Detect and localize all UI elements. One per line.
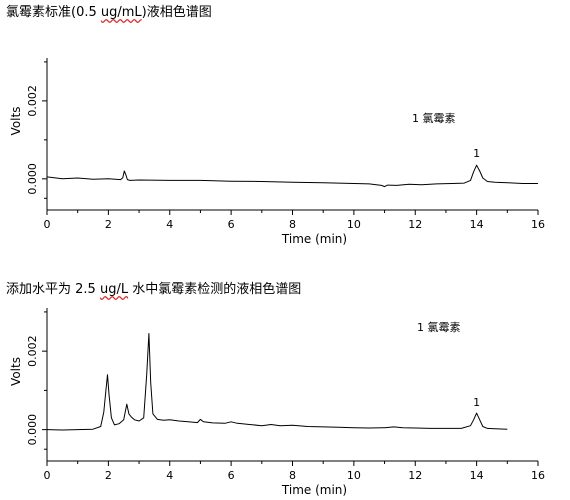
chart-2-x-tick-label: 10 bbox=[347, 469, 361, 482]
chart-2-y-axis-label: Volts bbox=[9, 357, 23, 386]
chart-1-x-tick-label: 6 bbox=[228, 218, 235, 231]
chart-2-legend: 1 氯霉素 bbox=[417, 320, 461, 334]
chart-1-legend: 1 氯霉素 bbox=[412, 111, 456, 125]
chart-1-title-unit: ug/mL bbox=[100, 5, 142, 20]
chart-2-title-prefix: 添加水平为 2.5 bbox=[6, 282, 100, 297]
chart-1-x-axis-label: Time (min) bbox=[281, 232, 347, 246]
chart-2-x-tick-label: 4 bbox=[166, 469, 173, 482]
chart-2-x-axis-label: Time (min) bbox=[281, 483, 347, 497]
chart-2-x-tick-label: 6 bbox=[228, 469, 235, 482]
chart-2-x-tick-label: 16 bbox=[531, 469, 545, 482]
chart-2-peak-label: 1 bbox=[473, 396, 480, 409]
chart-2-title: 添加水平为 2.5 ug/L 水中氯霉素检测的液相色谱图 bbox=[6, 282, 301, 298]
chart-1-title: 氯霉素标准(0.5 ug/mL)液相色谱图 bbox=[6, 5, 212, 21]
chart-1-y-tick-label: 0.000 bbox=[26, 163, 39, 195]
chart-1-x-tick-label: 10 bbox=[347, 218, 361, 231]
chart-1-y-tick-label: 0.002 bbox=[26, 85, 39, 117]
chart-2-y-tick-label: 0.002 bbox=[26, 335, 39, 367]
chart-1-title-prefix: 氯霉素标准(0.5 bbox=[6, 5, 101, 20]
chart-1-x-tick-label: 14 bbox=[470, 218, 484, 231]
chart-2-x-tick-label: 0 bbox=[44, 469, 51, 482]
chart-1-x-tick-label: 2 bbox=[105, 218, 112, 231]
chart-1-x-tick-label: 12 bbox=[408, 218, 422, 231]
chart-2-x-tick-label: 12 bbox=[408, 469, 422, 482]
chart-1-x-tick-label: 8 bbox=[289, 218, 296, 231]
chart-2-series-line bbox=[46, 333, 508, 431]
chart-2-title-unit: ug/L bbox=[99, 282, 129, 297]
chart-1-peak-label: 1 bbox=[473, 147, 480, 160]
chart-2-x-tick-label: 14 bbox=[470, 469, 484, 482]
chart-1-x-tick-label: 0 bbox=[44, 218, 51, 231]
chart-1-series-line bbox=[46, 164, 538, 188]
chart-1-x-tick-label: 16 bbox=[531, 218, 545, 231]
chart-2-title-suffix: 水中氯霉素检测的液相色谱图 bbox=[128, 282, 302, 297]
chart-1-y-axis-label: Volts bbox=[9, 107, 23, 136]
chart-2-x-tick-label: 8 bbox=[289, 469, 296, 482]
chart-2-y-tick-label: 0.000 bbox=[26, 414, 39, 446]
chart-1-title-suffix: )液相色谱图 bbox=[141, 5, 212, 20]
chart-1-x-tick-label: 4 bbox=[166, 218, 173, 231]
chart-2-x-tick-label: 2 bbox=[105, 469, 112, 482]
